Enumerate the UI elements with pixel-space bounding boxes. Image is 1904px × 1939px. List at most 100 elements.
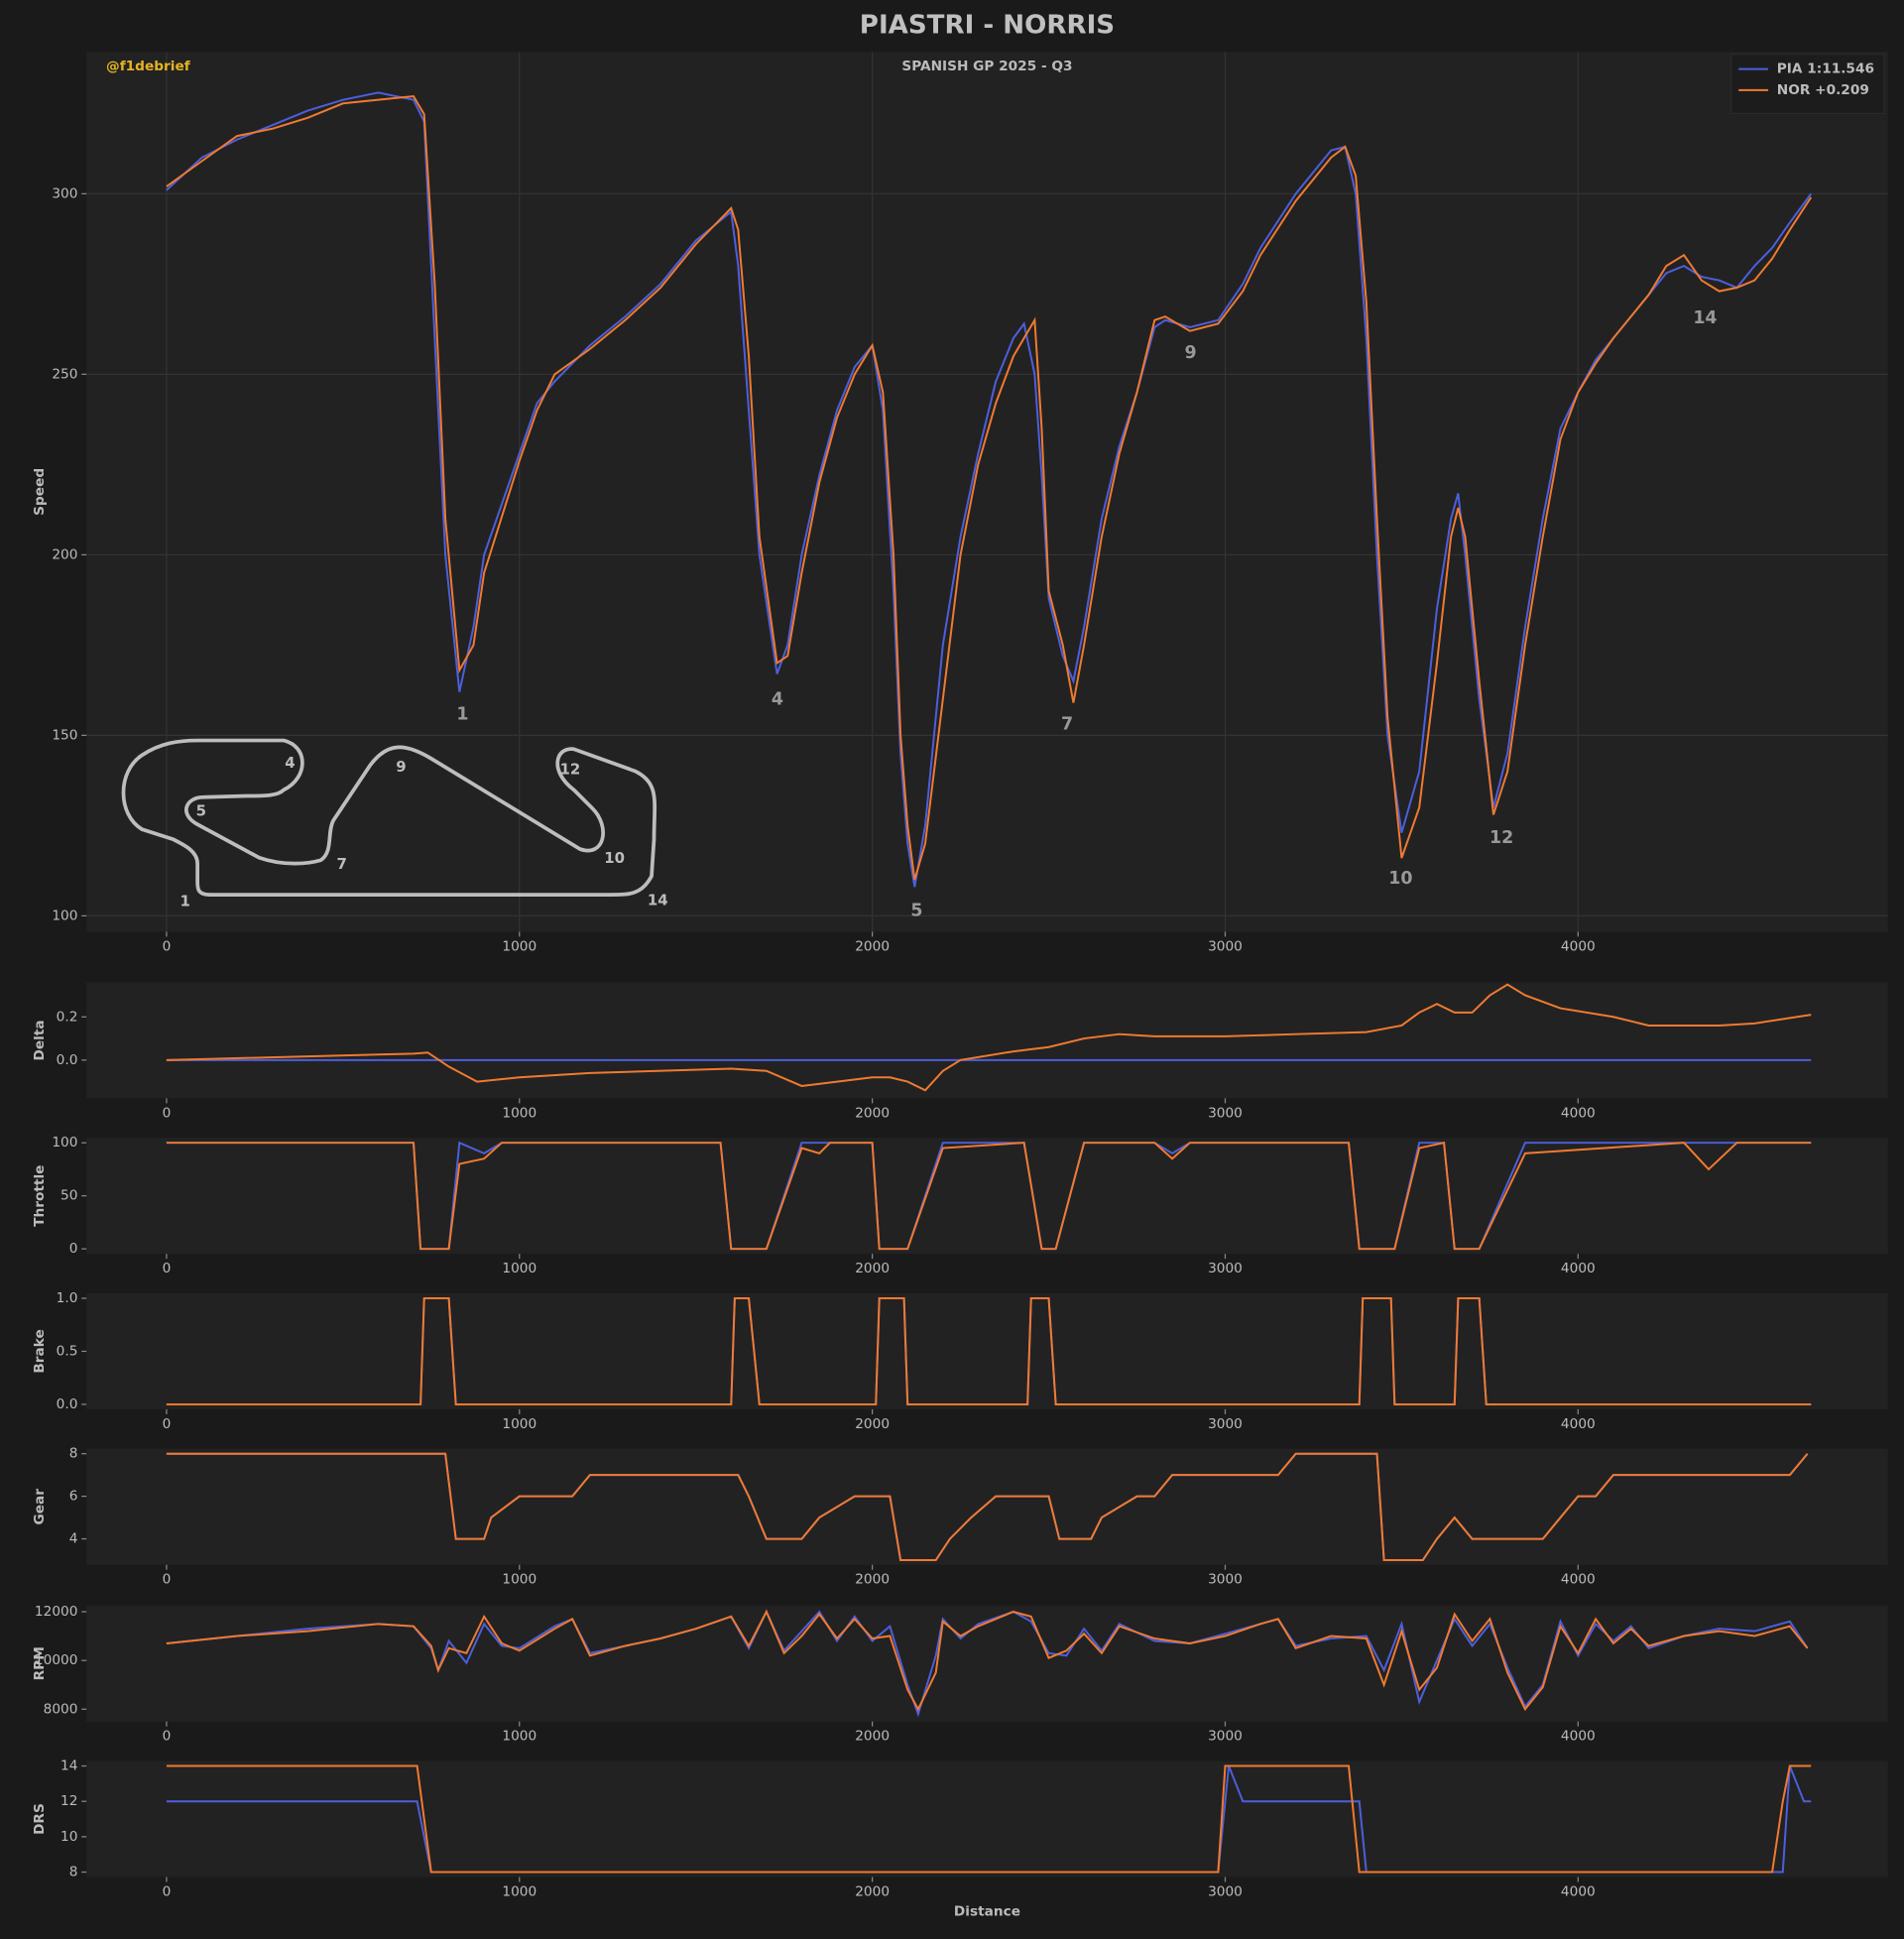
x-tick-label: 3000 (1208, 1261, 1243, 1276)
x-tick-label: 1000 (502, 1883, 536, 1899)
y-tick-label: 1.0 (57, 1290, 78, 1306)
watermark: @f1debrief (106, 59, 191, 74)
track-map-label: 9 (396, 758, 406, 776)
series-line (166, 1609, 1809, 1718)
series-line (166, 1296, 1812, 1405)
y-axis-label: RPM (32, 1646, 48, 1680)
x-tick-label: 0 (163, 1729, 172, 1745)
y-axis-label: Gear (32, 1489, 48, 1525)
series-line (166, 983, 1812, 1092)
x-tick-label: 3000 (1208, 938, 1243, 954)
subtitle: SPANISH GP 2025 - Q3 (901, 59, 1072, 74)
x-tick-label: 0 (163, 1105, 172, 1121)
legend-label: NOR +0.209 (1777, 82, 1869, 98)
x-tick-label: 2000 (855, 1572, 890, 1588)
x-tick-label: 2000 (855, 1105, 890, 1121)
series-line (166, 1452, 1809, 1561)
y-tick-label: 4 (69, 1531, 78, 1547)
y-axis-label: Delta (32, 1020, 48, 1060)
x-axis-label: Distance (954, 1903, 1020, 1919)
series-line (166, 1764, 1812, 1874)
panel-background (86, 1138, 1888, 1255)
x-tick-label: 2000 (855, 1883, 890, 1899)
x-tick-label: 4000 (1561, 1883, 1596, 1899)
x-tick-label: 1000 (502, 938, 536, 954)
y-tick-label: 10 (60, 1829, 77, 1845)
y-axis-label: Throttle (32, 1165, 48, 1227)
series-line (166, 94, 1813, 881)
x-tick-label: 4000 (1561, 1416, 1596, 1432)
track-map-label: 12 (560, 760, 581, 778)
x-tick-label: 4000 (1561, 1105, 1596, 1121)
x-tick-label: 3000 (1208, 1416, 1243, 1432)
y-axis-label: Speed (32, 468, 48, 516)
y-tick-label: 12 (60, 1793, 77, 1809)
corner-label: 1 (456, 705, 468, 725)
panel-background (86, 1760, 1888, 1878)
y-tick-label: 50 (60, 1188, 77, 1204)
track-map (121, 738, 657, 897)
x-tick-label: 1000 (502, 1105, 536, 1121)
y-tick-label: 150 (52, 727, 77, 743)
corner-label: 7 (1061, 714, 1073, 734)
x-tick-label: 3000 (1208, 1572, 1243, 1588)
y-tick-label: 6 (69, 1489, 78, 1505)
track-map-label: 5 (196, 802, 206, 820)
x-tick-label: 4000 (1561, 1729, 1596, 1745)
panel-background (86, 52, 1888, 932)
x-tick-label: 3000 (1208, 1105, 1243, 1121)
y-tick-label: 250 (52, 366, 77, 382)
x-tick-label: 2000 (855, 1729, 890, 1745)
corner-label: 10 (1388, 869, 1412, 889)
y-axis-label: Brake (32, 1329, 48, 1373)
series-line (166, 1141, 1812, 1251)
x-tick-label: 0 (163, 1261, 172, 1276)
figure-title: PIASTRI - NORRIS (860, 11, 1115, 41)
track-map-label: 7 (337, 855, 347, 873)
x-tick-label: 2000 (855, 938, 890, 954)
y-tick-label: 0.0 (57, 1396, 78, 1412)
x-tick-label: 4000 (1561, 938, 1596, 954)
x-tick-label: 3000 (1208, 1729, 1243, 1745)
y-tick-label: 100 (52, 1135, 77, 1151)
legend-box (1730, 54, 1885, 115)
corner-label: 9 (1185, 343, 1197, 363)
x-tick-label: 1000 (502, 1729, 536, 1745)
track-map-label: 1 (179, 893, 189, 910)
panel-background (86, 1292, 1888, 1409)
y-tick-label: 14 (60, 1758, 77, 1774)
y-tick-label: 300 (52, 185, 77, 201)
y-axis-label: DRS (32, 1803, 48, 1835)
x-tick-label: 0 (163, 1883, 172, 1899)
corner-label: 14 (1693, 308, 1717, 328)
track-map-label: 4 (285, 754, 295, 772)
legend-label: PIA 1:11.546 (1777, 61, 1874, 77)
y-tick-label: 0 (69, 1241, 78, 1257)
x-tick-label: 3000 (1208, 1883, 1243, 1899)
x-tick-label: 2000 (855, 1416, 890, 1432)
y-tick-label: 0.0 (57, 1052, 78, 1068)
corner-label: 5 (910, 901, 922, 920)
y-tick-label: 8 (69, 1446, 78, 1462)
x-tick-label: 1000 (502, 1416, 536, 1432)
x-tick-label: 1000 (502, 1261, 536, 1276)
y-tick-label: 8 (69, 1865, 78, 1880)
series-line (166, 91, 1813, 888)
y-tick-label: 0.2 (57, 1009, 78, 1025)
y-tick-label: 0.5 (57, 1343, 78, 1359)
x-tick-label: 2000 (855, 1261, 890, 1276)
panel-background (86, 1448, 1888, 1565)
panel-background (86, 982, 1888, 1099)
x-tick-label: 0 (163, 1416, 172, 1432)
x-tick-label: 1000 (502, 1572, 536, 1588)
y-tick-label: 12000 (35, 1604, 78, 1620)
corner-label: 4 (772, 690, 783, 710)
y-tick-label: 10000 (35, 1652, 78, 1668)
x-tick-label: 4000 (1561, 1261, 1596, 1276)
x-tick-label: 0 (163, 938, 172, 954)
y-tick-label: 100 (52, 908, 77, 923)
